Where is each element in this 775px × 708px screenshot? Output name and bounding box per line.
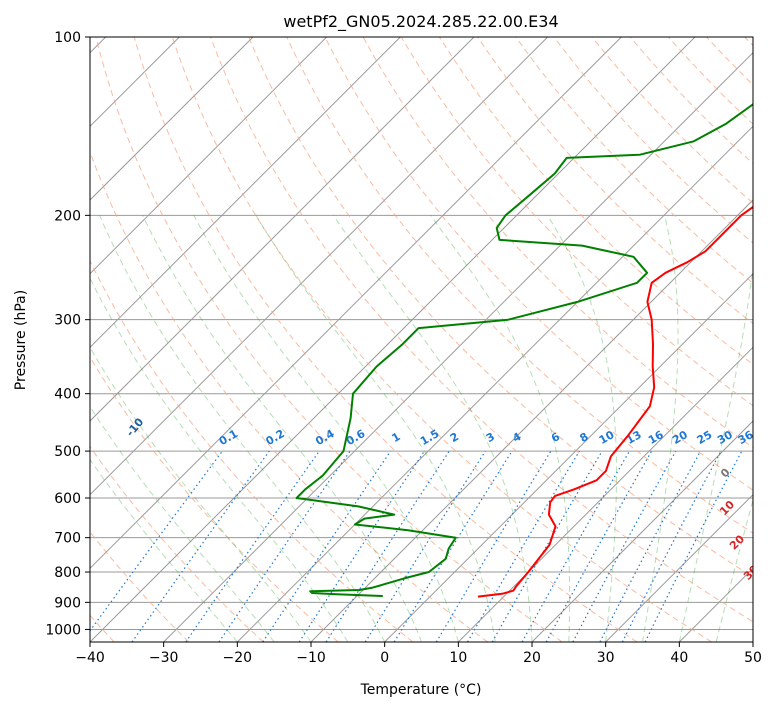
moist-adiabat-line [332, 215, 533, 642]
y-tick-label: 900 [54, 595, 81, 611]
moist-adiabat-line [678, 264, 753, 642]
x-tick-label: −30 [149, 650, 179, 666]
dry-adiabat-line [629, 37, 753, 165]
x-tick-label: 40 [670, 650, 688, 666]
dry-adiabat-line [90, 259, 414, 642]
x-tick-label: −20 [223, 650, 253, 666]
mixing-ratio-line [131, 450, 270, 642]
moist-adiabat-line [193, 215, 459, 642]
dry-adiabat-line [477, 37, 753, 325]
mixing-ratio-line [435, 450, 552, 642]
mixing-ratio-label: 36 [736, 428, 756, 447]
x-tick-label: 20 [523, 650, 541, 666]
y-tick-label: 600 [54, 491, 81, 507]
y-tick-label: 100 [54, 30, 81, 46]
isotherm-line [163, 51, 753, 642]
chart-title: wetPf2_GN05.2024.285.22.00.E34 [283, 12, 558, 32]
plot-frame [89, 36, 754, 643]
y-axis-title: Pressure (hPa) [13, 290, 29, 390]
mixing-ratio-line [393, 450, 513, 642]
mixing-ratio-line [90, 450, 223, 632]
y-tick-label: 400 [54, 387, 81, 403]
dry-adiabat-line [90, 445, 264, 642]
x-tick-label: 50 [744, 650, 762, 666]
temperature-profile-line [477, 205, 753, 598]
isotherm-line [605, 493, 753, 642]
x-tick-label: 0 [380, 650, 389, 666]
moist-adiabat-line [90, 346, 312, 642]
mixing-ratio-line [364, 450, 486, 642]
dry-adiabat-line [591, 37, 753, 204]
moist-adiabat-line [430, 215, 571, 642]
isotherm-line [457, 346, 753, 642]
isotherm-line [384, 272, 753, 642]
isotherm-line [90, 37, 696, 642]
dewpoint-profile-line [295, 102, 753, 597]
axes: −40 −30 −20 −10 0 10 20 30 40 50 100 200 300 400 500 60… [45, 30, 762, 666]
dry-adiabat-line [133, 37, 638, 642]
y-tick-label: 700 [54, 531, 81, 547]
y-tick-label: 500 [54, 444, 81, 460]
mixing-ratio-line [545, 450, 653, 642]
dry-adiabat-line [400, 37, 753, 407]
dry-adiabat-line [248, 37, 753, 578]
x-axis-title: Temperature (°C) [360, 682, 482, 698]
mixing-ratio-line [491, 450, 603, 642]
dry-adiabat-line [515, 37, 753, 284]
moist-adiabat-line [142, 215, 422, 642]
x-tick-label: −40 [75, 650, 105, 666]
dry-adiabat-line [324, 37, 753, 491]
isotherm-line [236, 125, 753, 642]
y-tick-label: 300 [54, 313, 81, 329]
isotherm-line [90, 37, 401, 349]
moist-adiabat-line [90, 405, 275, 642]
mixing-ratio-line [521, 450, 631, 642]
moist-adiabat-line [90, 458, 238, 642]
y-tick-label: 200 [54, 208, 81, 224]
mixing-ratio-line [185, 450, 320, 642]
moist-adiabat-line [547, 215, 617, 642]
mixing-ratio-line [572, 450, 677, 642]
dry-adiabat-line [95, 37, 563, 642]
dry-adiabat-line [171, 37, 712, 642]
mixing-ratio-line [325, 450, 450, 642]
dry-adiabat-line [362, 37, 753, 449]
moist-adiabat-line [90, 277, 349, 642]
isotherm-line [531, 420, 753, 642]
isotherm-line [90, 37, 328, 275]
dry-adiabat-line [210, 37, 753, 623]
mixing-ratio-line [466, 450, 580, 642]
mixing-ratio-line [298, 450, 425, 642]
isotherm-line [90, 37, 475, 422]
x-tick-label: 10 [449, 650, 467, 666]
x-tick-label: 30 [597, 650, 615, 666]
isotherm-line [90, 37, 549, 496]
x-tick-label: −10 [296, 650, 326, 666]
moist-adiabat-line [99, 215, 386, 642]
isotherm-line [90, 37, 622, 570]
isotherm-line [90, 37, 254, 201]
y-tick-label: 800 [54, 565, 81, 581]
moist-adiabat-line [642, 215, 679, 642]
moist-adiabat-label: 30 [741, 563, 761, 583]
y-tick-label: 1000 [45, 622, 81, 638]
